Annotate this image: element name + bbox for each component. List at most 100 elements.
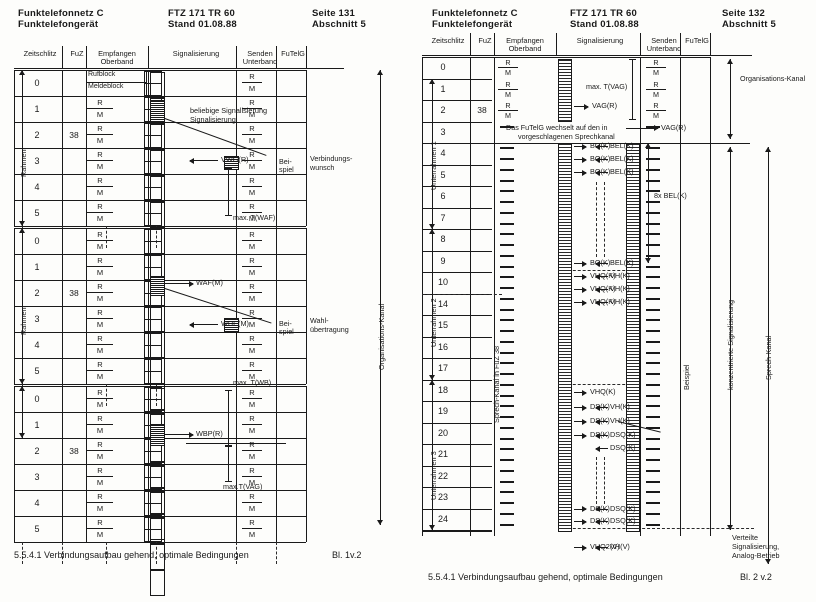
header-rule-2 <box>422 55 752 56</box>
recv-tick-2-19 <box>500 469 514 472</box>
signal-left-1: BQ(K) <box>590 155 610 163</box>
speech-channel-label: Sprech-Kanal <box>764 335 773 380</box>
recv-tick-b-2-14 <box>500 373 514 375</box>
futelg-box-b-0-0 <box>144 83 162 96</box>
group-split-dash <box>558 269 640 271</box>
send-tick-b-2-21 <box>646 523 660 526</box>
recv-cell-top-0-0: Rufblock <box>87 71 146 83</box>
send-tick-2-13 <box>646 340 660 343</box>
row-rule-0-2 <box>14 148 306 149</box>
frame-continuation-0-3 <box>156 226 157 248</box>
recv-tick-b-2-4 <box>500 158 514 160</box>
recv-tick-b-2-8 <box>500 244 514 246</box>
signal-right-6: VH(K) <box>610 297 630 307</box>
arrow-left-c-1 <box>574 518 587 525</box>
arrow-left-sig-2 <box>574 169 587 176</box>
row-rule-2-0 <box>422 78 492 80</box>
row-rule-2-19 <box>422 487 492 488</box>
timeslot-2-7: 7 <box>440 212 446 223</box>
recv-tick-b-2-7 <box>500 222 514 225</box>
row-rule-0-3 <box>14 174 306 175</box>
signal-label-vag-2: VAG(R) <box>592 101 617 111</box>
futelg-box-b-2-0 <box>144 399 162 412</box>
send-cell-m-0-0: M <box>248 84 256 93</box>
slot-break-dash <box>422 293 502 295</box>
timeslot-0-4: 4 <box>34 182 40 192</box>
signal-label-vwg: VWG(R) <box>221 155 249 164</box>
send-cell-r-2-1: R <box>242 413 262 425</box>
send-tick-b-2-11 <box>646 308 660 311</box>
timeslot-2-15: 18 <box>437 384 448 395</box>
row-rule-2-16 <box>422 422 492 424</box>
header-rule <box>14 68 344 69</box>
send-tick-2-5 <box>646 168 660 171</box>
send-cell-m-1-3: M <box>248 320 256 329</box>
colhdr-receive: Empfangen <box>98 49 136 58</box>
timeslot-1-2: 2 <box>34 288 40 298</box>
colhdr-futelg: FuTelG <box>281 49 305 58</box>
recv-tick-2-4 <box>500 147 514 149</box>
arrow-left-sig-4 <box>574 273 587 280</box>
sig-burst-cell-b-3 <box>150 466 165 492</box>
recv-cell-bottom-1-3: M <box>96 320 104 329</box>
page-number: Seite 131 <box>312 8 355 19</box>
futelg-box-b-0-5 <box>144 213 162 226</box>
note-signal: VAG(R) <box>661 122 686 132</box>
recv-cell-top-2-3: R <box>87 465 113 477</box>
send-cell-r-0-5: R <box>242 201 262 213</box>
recv-cell-top-0-5: R <box>87 201 113 213</box>
timeslot-0-2: 2 <box>34 130 40 140</box>
section-number: Abschnitt 5 <box>312 19 366 30</box>
timer-label-vag-2: max. T(VAG) <box>586 81 628 91</box>
timeslot-2-0: 0 <box>34 394 40 404</box>
recv-cell-bottom-0-4: M <box>96 188 104 197</box>
timeslot-2-4: 4 <box>34 498 40 508</box>
standard-id: FTZ 171 TR 60 <box>168 8 236 19</box>
row-rule-2-13 <box>422 358 492 359</box>
page-header-pageno: Seite 131 Abschnitt 5 <box>312 8 366 30</box>
row-rule-2-15 <box>422 401 492 402</box>
row-rule-2-0 <box>14 412 306 413</box>
row-rule-2-9 <box>422 272 492 273</box>
example-desc-2a: Wahl- <box>310 316 329 325</box>
signal-right-1: BEL(K) <box>610 154 634 164</box>
send-tick-b-2-7 <box>646 222 660 225</box>
organisation-bracket-2 <box>726 59 733 139</box>
recv-tick-b-2-5 <box>500 179 514 182</box>
note-arrow <box>648 125 659 131</box>
burst-wue-recv <box>224 318 239 332</box>
device-name-2: Funktelefongerät <box>432 19 513 30</box>
futelg-box-b-2-2 <box>144 451 162 464</box>
timeslot-0-3: 3 <box>34 156 40 166</box>
row-rule-2-6 <box>422 207 492 209</box>
row-rule-2-17 <box>422 444 492 445</box>
timer-label-waf: max. T(WAF) <box>233 213 276 222</box>
signal-left-6: VHQ(K) <box>590 298 616 306</box>
sig-burst-cell-a-10 <box>150 332 165 358</box>
timeslot-1-5: 5 <box>34 366 40 376</box>
row-rule-2-2 <box>14 464 306 465</box>
timeslot-2-13: 16 <box>437 341 448 352</box>
signal-label-beliebige: beliebige Signalisierung <box>190 106 268 115</box>
subframe-label-1: Unterrahmen 1 <box>429 141 438 191</box>
example-desc-2b: übertragung <box>310 325 349 334</box>
recv-cell-top-0-4: R <box>87 175 113 187</box>
recv-cell-bottom-2-4: M <box>96 504 104 513</box>
send-tick-2-21 <box>646 512 660 515</box>
row-rule-0-0 <box>14 96 306 97</box>
subframe-label-2: Unterrahmen 2 <box>429 298 438 348</box>
recv-cell-bottom-1-2: M <box>96 294 104 303</box>
arrow-vag-2 <box>574 103 589 110</box>
signal-right-b-3: DSQ(K) <box>610 430 636 440</box>
colhdr-send: Senden <box>247 49 273 58</box>
table-top-2 <box>422 57 710 58</box>
frame-continuation-1-3 <box>156 384 157 406</box>
concentrated-label: konzentrierte Signalisierung <box>726 300 735 391</box>
recv-cell-m-2-2: M <box>505 111 511 120</box>
hdr2-sep-1 <box>470 33 471 55</box>
send-cell-r-2-0: R <box>646 58 666 68</box>
col-rule-2-4 <box>680 57 681 536</box>
send-cell-r-1-1: R <box>242 255 262 267</box>
timer-label-wb: max. T(WB) <box>233 378 272 387</box>
timeslot-2-14: 17 <box>437 363 448 373</box>
